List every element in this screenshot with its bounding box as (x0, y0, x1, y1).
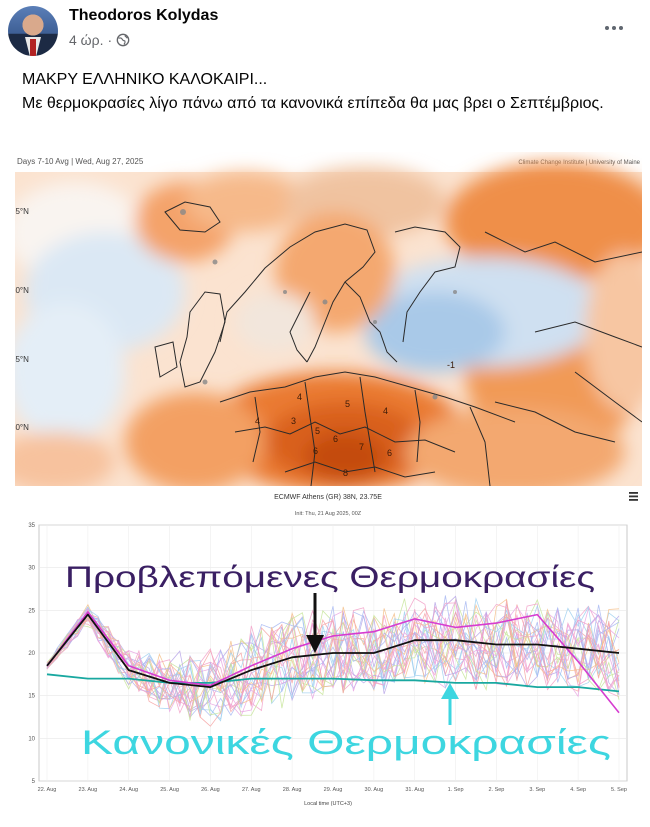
anomaly-label: 6 (387, 448, 392, 458)
anomaly-label: 4 (255, 416, 260, 426)
anomaly-label: 5 (345, 399, 350, 409)
ensemble-member-line (46, 602, 620, 708)
chart-title: ECMWF Athens (GR) 38N, 23.75E (274, 494, 382, 501)
post-text-line-2: Με θερμοκρασίες λίγο πάνω από τα κανονικ… (22, 95, 604, 112)
author-name[interactable]: Theodoros Kolydas (69, 7, 219, 24)
x-tick-label: 24. Aug (119, 787, 138, 793)
anomaly-label: 5 (315, 426, 320, 436)
x-tick-label: 4. Sep (570, 787, 586, 793)
ensemble-chart-image[interactable]: ECMWF Athens (GR) 38N, 23.75E Init: Thu,… (15, 489, 642, 825)
ensemble-chart: ECMWF Athens (GR) 38N, 23.75E Init: Thu,… (15, 489, 642, 825)
y-tick-label: 10 (28, 736, 35, 742)
x-axis-label: Local time (UTC+3) (304, 801, 352, 807)
anomaly-label: 6 (333, 434, 338, 444)
x-tick-label: 28. Aug (283, 787, 302, 793)
y-tick-label: 35 (28, 523, 35, 529)
lat-label: 65°N (15, 207, 29, 216)
x-tick-label: 1. Sep (448, 787, 464, 793)
ensemble-member-line (46, 595, 620, 713)
x-tick-label: 26. Aug (201, 787, 220, 793)
map-header-left: Days 7-10 Avg | Wed, Aug 27, 2025 (17, 157, 144, 166)
menu-icon[interactable] (629, 492, 638, 501)
meta-separator: · (107, 32, 113, 48)
post-text: ΜΑΚΡΥ ΕΛΛΗΝΙΚΟ ΚΑΛΟΚΑΙΡΙ... Με θερμοκρασ… (22, 68, 637, 116)
annotation-normal: Κανονικές Θερμοκρασίες (81, 724, 611, 762)
series-line-climatology (46, 673, 620, 693)
anomaly-label: 3 (291, 416, 296, 426)
post-header: Theodoros Kolydas 4 ώρ. · (0, 0, 650, 64)
anomaly-label: 7 (359, 442, 364, 452)
lat-label: 50°N (15, 423, 29, 432)
y-tick-label: 15 (28, 694, 35, 700)
globe-icon[interactable] (116, 33, 130, 47)
anomaly-label: 6 (313, 446, 318, 456)
y-tick-label: 5 (32, 779, 36, 785)
series-line-mean (46, 613, 620, 688)
anomaly-label: -1 (447, 360, 455, 370)
y-tick-label: 20 (28, 651, 35, 657)
x-tick-label: 3. Sep (529, 787, 545, 793)
anomaly-label: 4 (383, 406, 388, 416)
x-tick-label: 30. Aug (365, 787, 384, 793)
y-tick-label: 30 (28, 566, 35, 572)
x-tick-label: 27. Aug (242, 787, 261, 793)
chart-subtitle: Init: Thu, 21 Aug 2025, 00Z (295, 511, 362, 517)
post-meta: 4 ώρ. · (69, 32, 130, 48)
x-tick-label: 31. Aug (405, 787, 424, 793)
annotation-forecast: Προβλεπόμενες Θερμοκρασίες (65, 561, 595, 594)
lat-label: 55°N (15, 355, 29, 364)
anomaly-map: Days 7-10 Avg | Wed, Aug 27, 2025 Climat… (15, 152, 642, 486)
x-tick-label: 25. Aug (160, 787, 179, 793)
x-tick-label: 23. Aug (79, 787, 98, 793)
arrow-normal (441, 683, 459, 725)
ensemble-member-line (46, 600, 620, 713)
post-text-line-1: ΜΑΚΡΥ ΕΛΛΗΝΙΚΟ ΚΑΛΟΚΑΙΡΙ... (22, 71, 268, 88)
more-options-icon[interactable] (600, 18, 628, 38)
x-tick-label: 29. Aug (324, 787, 343, 793)
avatar-tie (30, 39, 36, 56)
anomaly-label: 8 (343, 468, 348, 478)
arrow-forecast (306, 593, 324, 653)
x-tick-label: 22. Aug (38, 787, 57, 793)
y-tick-label: 25 (28, 608, 35, 614)
series-line-highlight (46, 611, 620, 714)
map-header-right: Climate Change Institute | University of… (518, 160, 640, 166)
anomaly-label: 4 (297, 392, 302, 402)
avatar[interactable] (8, 6, 58, 56)
x-tick-label: 5. Sep (611, 787, 627, 793)
lat-label: 60°N (15, 286, 29, 295)
post-time[interactable]: 4 ώρ. (69, 32, 104, 48)
x-tick-label: 2. Sep (488, 787, 504, 793)
anomaly-map-image[interactable]: Days 7-10 Avg | Wed, Aug 27, 2025 Climat… (15, 152, 642, 486)
